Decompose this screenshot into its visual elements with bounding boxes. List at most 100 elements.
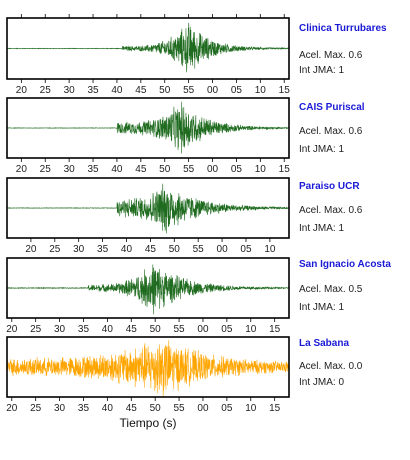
int-jma-value: 1 <box>338 223 345 234</box>
panel-4: 20 25 30 35 40 45 50 55 00 05 10 15 <box>6 336 290 414</box>
acel-max-clinica-turrubares: Acel. Max. 0.6 <box>299 50 362 61</box>
x-tick-label: 00 <box>197 324 209 335</box>
acel-max-label: Acel. Max. <box>299 126 346 137</box>
int-jma-value: 1 <box>338 65 345 76</box>
x-tick-label: 25 <box>30 324 42 335</box>
int-jma-paraiso-ucr: Int JMA: 1 <box>299 223 344 234</box>
x-tick-label: 45 <box>126 324 138 335</box>
waveform-trace <box>6 22 290 73</box>
x-tick-label: 50 <box>150 403 162 414</box>
int-jma-value: 1 <box>338 302 345 313</box>
x-tick-label: 10 <box>264 244 276 255</box>
x-tick-label: 40 <box>111 164 123 175</box>
x-tick-label: 00 <box>207 164 219 175</box>
int-jma-la-sabana: Int JMA: 0 <box>299 377 344 388</box>
x-tick-label: 40 <box>121 244 133 255</box>
x-tick-label: 10 <box>245 324 257 335</box>
acel-max-value: 0.6 <box>348 126 363 137</box>
x-tick-label: 55 <box>174 403 186 414</box>
x-tick-label: 30 <box>54 403 66 414</box>
x-tick-label: 25 <box>49 244 61 255</box>
x-tick-label: 10 <box>255 85 267 96</box>
acel-max-value: 0.6 <box>348 205 363 216</box>
x-tick-label: 45 <box>135 85 147 96</box>
x-tick-label: 20 <box>25 244 37 255</box>
int-jma-value: 1 <box>338 144 345 155</box>
acel-max-label: Acel. Max. <box>299 284 346 295</box>
int-jma-label: Int JMA: <box>299 377 336 388</box>
int-jma-value: 0 <box>338 377 345 388</box>
x-tick-label: 05 <box>240 244 252 255</box>
x-tick-label: 05 <box>231 85 243 96</box>
x-tick-label: 25 <box>30 403 42 414</box>
x-tick-label: 55 <box>193 244 205 255</box>
int-jma-clinica-turrubares: Int JMA: 1 <box>299 65 344 76</box>
x-tick-label: 20 <box>16 85 28 96</box>
waveform-trace <box>6 183 290 234</box>
x-tick-label: 25 <box>40 85 52 96</box>
station-name-paraiso-ucr: Paraiso UCR <box>299 181 360 192</box>
x-tick-label: 50 <box>159 164 171 175</box>
station-name-san-ignacio-acosta: San Ignacio Acosta <box>299 259 391 270</box>
panel-1: 20 25 30 35 40 45 50 55 00 05 10 15 <box>6 97 291 175</box>
x-tick-label: 40 <box>102 403 114 414</box>
waveform-trace <box>6 340 290 397</box>
x-tick-label: 35 <box>87 164 99 175</box>
x-tick-label: 00 <box>207 85 219 96</box>
x-tick-label: 55 <box>183 85 195 96</box>
x-tick-label: 00 <box>217 244 229 255</box>
x-tick-label: 05 <box>231 164 243 175</box>
int-jma-san-ignacio-acosta: Int JMA: 1 <box>299 302 344 313</box>
panel-frame <box>6 97 290 159</box>
int-jma-label: Int JMA: <box>299 302 336 313</box>
x-tick-label: 15 <box>279 85 291 96</box>
x-tick-label: 10 <box>255 164 267 175</box>
x-tick-label: 20 <box>6 403 18 414</box>
x-tick-label: 30 <box>64 164 76 175</box>
x-tick-label: 35 <box>87 85 99 96</box>
int-jma-label: Int JMA: <box>299 144 336 155</box>
x-tick-label: 15 <box>279 164 291 175</box>
station-name-clinica-turrubares: Clinica Turrubares <box>299 23 387 34</box>
station-name-cais-puriscal: CAIS Puriscal <box>299 102 365 113</box>
x-tick-label: 50 <box>159 85 171 96</box>
int-jma-label: Int JMA: <box>299 65 336 76</box>
panel-frame <box>6 17 290 80</box>
panel-0: 20 25 30 35 40 45 50 55 00 05 10 15 <box>6 14 291 96</box>
panel-frame <box>6 177 290 239</box>
x-tick-label: 45 <box>135 164 147 175</box>
panel-frame <box>6 336 290 398</box>
int-jma-cais-puriscal: Int JMA: 1 <box>299 144 344 155</box>
x-tick-label: 50 <box>150 324 162 335</box>
waveform-trace <box>6 264 290 315</box>
acel-max-cais-puriscal: Acel. Max. 0.6 <box>299 126 362 137</box>
x-tick-label: 20 <box>16 164 28 175</box>
panel-3: 20 25 30 35 40 45 50 55 00 05 10 15 <box>6 257 290 335</box>
acel-max-label: Acel. Max. <box>299 205 346 216</box>
x-tick-label: 40 <box>111 85 123 96</box>
acel-max-value: 0.6 <box>348 50 363 61</box>
acel-max-value: 0.0 <box>348 361 363 372</box>
x-tick-label: 10 <box>245 403 257 414</box>
x-tick-label: 25 <box>40 164 52 175</box>
x-tick-label: 15 <box>269 403 281 414</box>
int-jma-label: Int JMA: <box>299 223 336 234</box>
acel-max-label: Acel. Max. <box>299 50 346 61</box>
panel-frame <box>6 257 290 319</box>
acel-max-san-ignacio-acosta: Acel. Max. 0.5 <box>299 284 362 295</box>
x-tick-label: 40 <box>102 324 114 335</box>
x-tick-label: 30 <box>73 244 85 255</box>
x-tick-label: 55 <box>174 324 186 335</box>
x-tick-label: 50 <box>169 244 181 255</box>
x-tick-label: 35 <box>78 403 90 414</box>
x-tick-label: 30 <box>54 324 66 335</box>
x-tick-label: 55 <box>183 164 195 175</box>
acel-max-paraiso-ucr: Acel. Max. 0.6 <box>299 205 362 216</box>
x-tick-label: 05 <box>221 324 233 335</box>
x-tick-label: 05 <box>221 403 233 414</box>
panel-2: 20 25 30 35 40 45 50 55 00 05 10 <box>6 177 290 255</box>
acel-max-value: 0.5 <box>348 284 363 295</box>
x-tick-label: 45 <box>145 244 157 255</box>
x-tick-label: 30 <box>64 85 76 96</box>
